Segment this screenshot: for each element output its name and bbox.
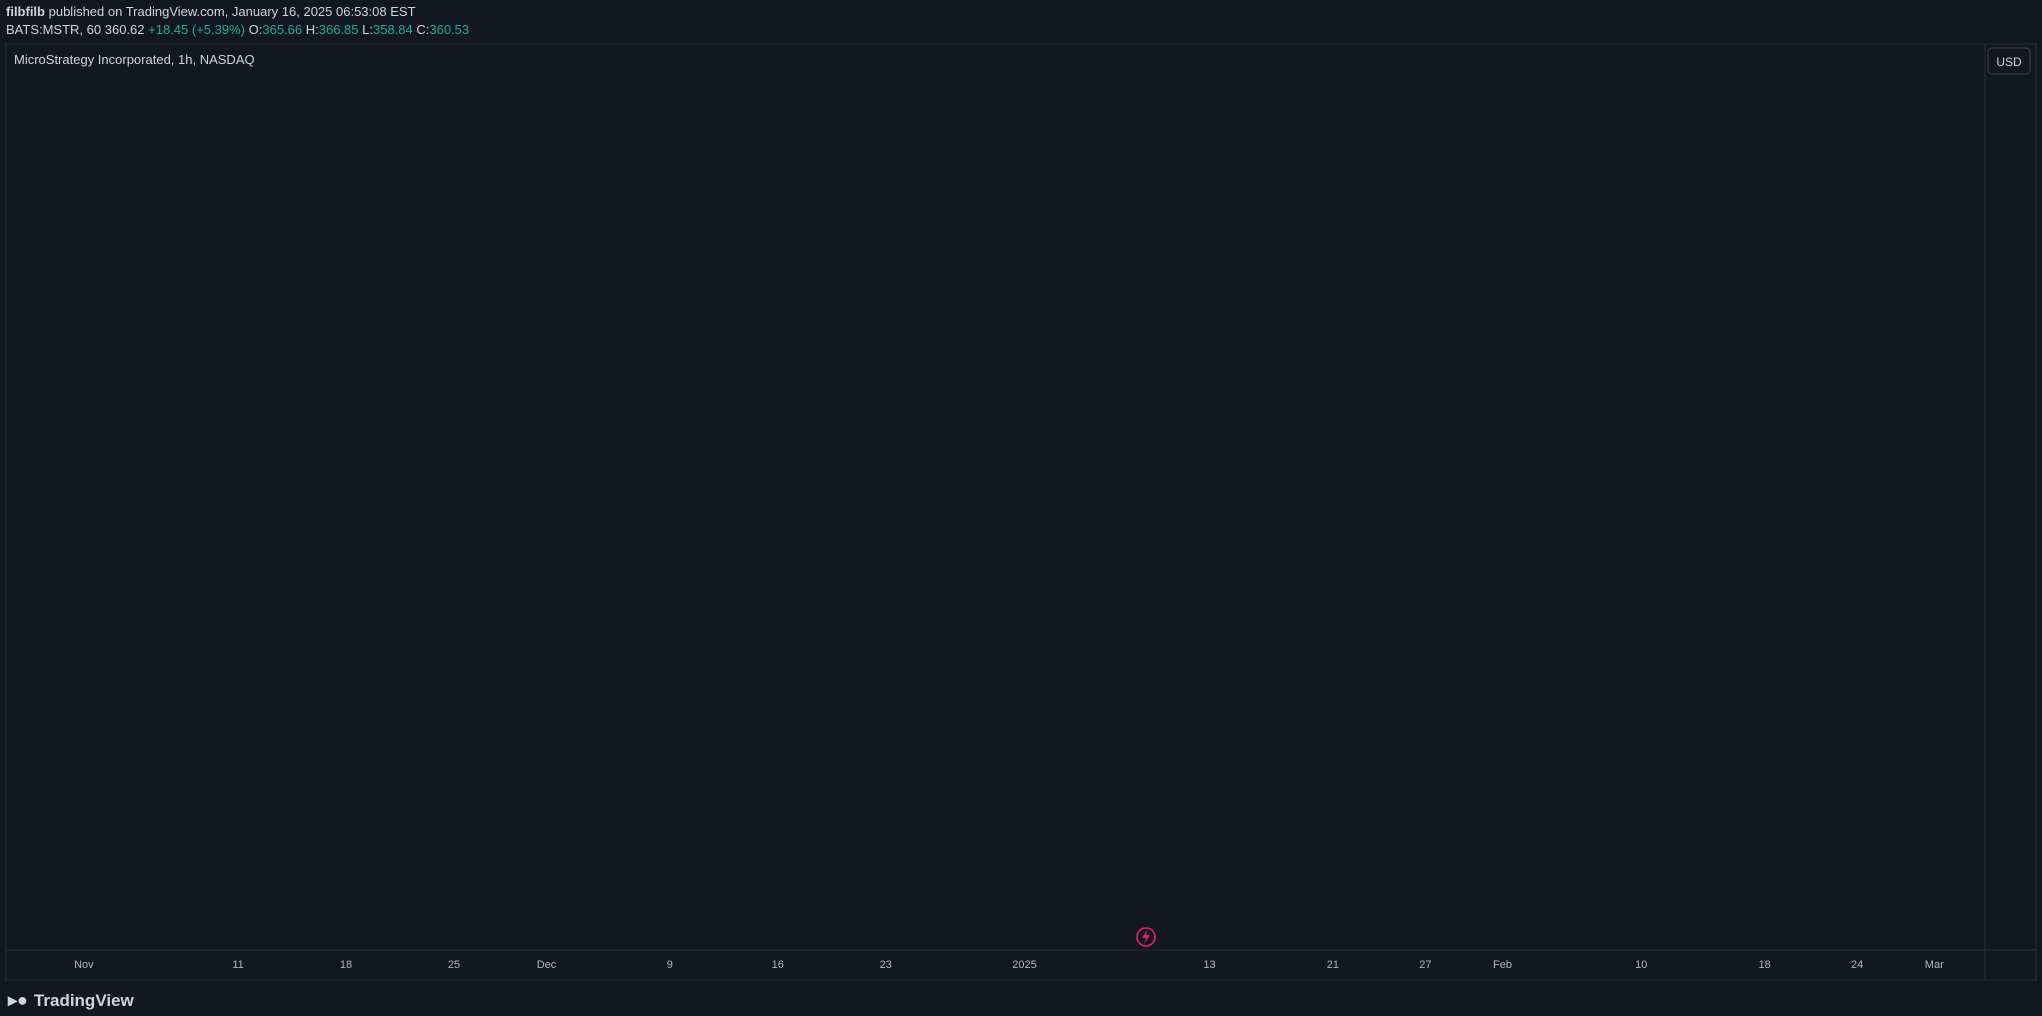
time-tick-label: Mar bbox=[1925, 959, 1944, 971]
price-change: +18.45 (+5.39%) bbox=[148, 22, 245, 37]
publisher-line: filbfilb published on TradingView.com, J… bbox=[6, 4, 416, 19]
time-tick-label: Dec bbox=[537, 959, 557, 971]
time-tick-label: 25 bbox=[448, 959, 460, 971]
high-label: H: bbox=[305, 22, 319, 37]
currency-label: USD bbox=[1996, 55, 2022, 69]
last-price: 360.62 bbox=[104, 22, 145, 37]
time-tick-label: 16 bbox=[772, 959, 784, 971]
tradingview-logo-icon: ▸● bbox=[8, 990, 28, 1010]
open-label: O: bbox=[248, 22, 263, 37]
time-tick-label: 23 bbox=[880, 959, 892, 971]
time-tick-label: Feb bbox=[1493, 959, 1512, 971]
time-tick-label: 10 bbox=[1635, 959, 1647, 971]
time-tick-label: 21 bbox=[1327, 959, 1339, 971]
brand-name: TradingView bbox=[33, 991, 134, 1010]
close-value: 360.53 bbox=[429, 22, 470, 37]
time-tick-label: 2025 bbox=[1012, 959, 1036, 971]
time-tick-label: 9 bbox=[667, 959, 673, 971]
time-tick-label: 18 bbox=[340, 959, 352, 971]
publish-header: filbfilb published on TradingView.com, J… bbox=[0, 0, 2042, 44]
time-tick-label: 18 bbox=[1759, 959, 1771, 971]
chart-frame bbox=[5, 43, 2037, 981]
chart-title: MicroStrategy Incorporated, 1h, NASDAQ bbox=[14, 52, 255, 67]
close-label: C: bbox=[416, 22, 430, 37]
published-text: published on TradingView.com, January 16… bbox=[45, 4, 416, 19]
tradingview-logo[interactable]: ▸● TradingView bbox=[8, 990, 134, 1011]
symbol-line: BATS:MSTR, 60 360.62 +18.45 (+5.39%) O:3… bbox=[6, 22, 469, 37]
open-value: 365.66 bbox=[262, 22, 303, 37]
low-label: L: bbox=[362, 22, 373, 37]
publisher-name[interactable]: filbfilb bbox=[6, 4, 45, 19]
time-tick-label: 27 bbox=[1419, 959, 1431, 971]
time-tick-label: 24 bbox=[1851, 959, 1863, 971]
currency-button[interactable] bbox=[1987, 47, 2031, 75]
symbol-interval: BATS:MSTR, 60 bbox=[6, 22, 102, 37]
branding-footer: ▸● TradingView bbox=[0, 984, 2042, 1016]
lightning-event-icon[interactable] bbox=[1136, 927, 1156, 947]
high-value: 366.85 bbox=[318, 22, 359, 37]
low-value: 358.84 bbox=[372, 22, 413, 37]
time-tick-label: 13 bbox=[1203, 959, 1215, 971]
time-tick-label: 11 bbox=[232, 959, 243, 971]
time-tick-label: Nov bbox=[74, 959, 94, 971]
